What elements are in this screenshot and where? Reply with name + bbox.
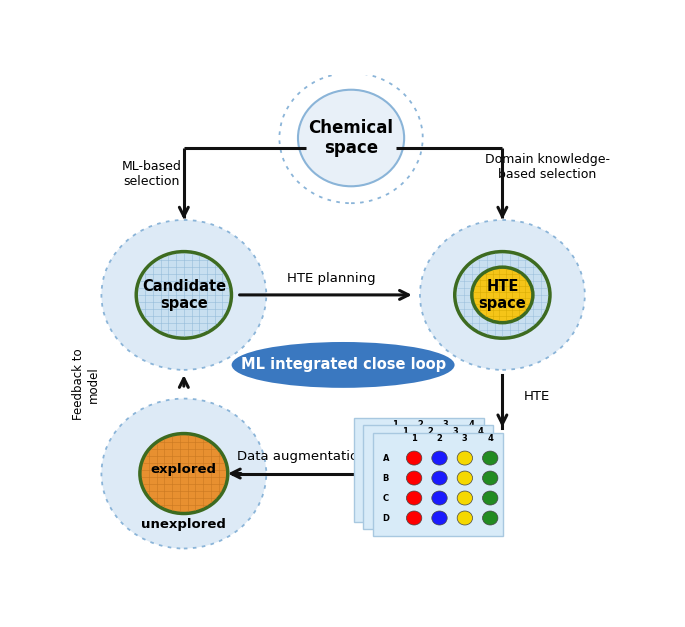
Text: A: A xyxy=(373,446,379,455)
Circle shape xyxy=(457,471,473,485)
Text: HTE: HTE xyxy=(523,390,550,403)
Text: D: D xyxy=(373,506,379,515)
Circle shape xyxy=(442,434,450,441)
Circle shape xyxy=(432,511,447,525)
Text: explored: explored xyxy=(151,463,217,476)
Circle shape xyxy=(425,443,435,453)
Text: ML integrated close loop: ML integrated close loop xyxy=(240,357,446,372)
Circle shape xyxy=(482,471,498,485)
Circle shape xyxy=(457,511,473,525)
Text: HTE planning: HTE planning xyxy=(287,271,375,285)
Text: HTE
space: HTE space xyxy=(479,279,526,311)
FancyBboxPatch shape xyxy=(373,433,503,536)
Ellipse shape xyxy=(232,342,455,388)
Text: 4: 4 xyxy=(468,419,474,429)
Text: Domain knowledge-
based selection: Domain knowledge- based selection xyxy=(485,153,610,181)
Circle shape xyxy=(432,471,447,485)
Circle shape xyxy=(432,491,447,505)
Circle shape xyxy=(467,434,475,441)
Circle shape xyxy=(406,491,422,505)
Circle shape xyxy=(406,471,422,485)
Circle shape xyxy=(140,433,228,514)
Circle shape xyxy=(457,491,473,505)
Text: ML-based
selection: ML-based selection xyxy=(122,161,182,188)
Circle shape xyxy=(420,220,585,370)
Text: 4: 4 xyxy=(487,435,493,443)
FancyBboxPatch shape xyxy=(353,418,484,522)
Text: D: D xyxy=(363,499,370,508)
Text: unexplored: unexplored xyxy=(141,518,226,531)
Circle shape xyxy=(432,451,447,465)
Text: 2: 2 xyxy=(427,427,433,436)
Circle shape xyxy=(457,451,473,465)
Circle shape xyxy=(101,220,266,370)
Text: C: C xyxy=(364,479,370,488)
Text: 1: 1 xyxy=(392,419,398,429)
Circle shape xyxy=(298,90,404,186)
Circle shape xyxy=(482,451,498,465)
Circle shape xyxy=(455,251,550,338)
Text: Candidate
space: Candidate space xyxy=(142,279,226,311)
Circle shape xyxy=(399,443,410,453)
Text: 1: 1 xyxy=(411,435,417,443)
Text: 2: 2 xyxy=(436,435,443,443)
Text: Data augmentation: Data augmentation xyxy=(236,450,366,463)
Circle shape xyxy=(472,267,533,323)
FancyBboxPatch shape xyxy=(363,425,493,529)
Text: Chemical
space: Chemical space xyxy=(308,119,394,157)
Text: 1: 1 xyxy=(401,427,408,436)
Text: C: C xyxy=(383,493,389,502)
Text: 2: 2 xyxy=(417,419,423,429)
Text: C: C xyxy=(373,487,379,495)
Text: B: B xyxy=(364,459,370,468)
Circle shape xyxy=(406,451,422,465)
Text: Feedback to
model: Feedback to model xyxy=(72,349,100,420)
Circle shape xyxy=(390,434,399,441)
Circle shape xyxy=(482,511,498,525)
Text: B: B xyxy=(382,473,389,483)
Circle shape xyxy=(416,434,425,441)
Text: 4: 4 xyxy=(477,427,484,436)
Text: 3: 3 xyxy=(462,435,468,443)
Text: 3: 3 xyxy=(443,419,449,429)
Text: D: D xyxy=(382,514,389,522)
Circle shape xyxy=(482,491,498,505)
Text: B: B xyxy=(373,466,379,475)
Circle shape xyxy=(136,251,232,338)
Text: A: A xyxy=(363,439,370,448)
Circle shape xyxy=(406,511,422,525)
Text: 3: 3 xyxy=(452,427,458,436)
Circle shape xyxy=(475,443,486,453)
Circle shape xyxy=(450,443,461,453)
Circle shape xyxy=(101,399,266,549)
Text: A: A xyxy=(382,453,389,463)
